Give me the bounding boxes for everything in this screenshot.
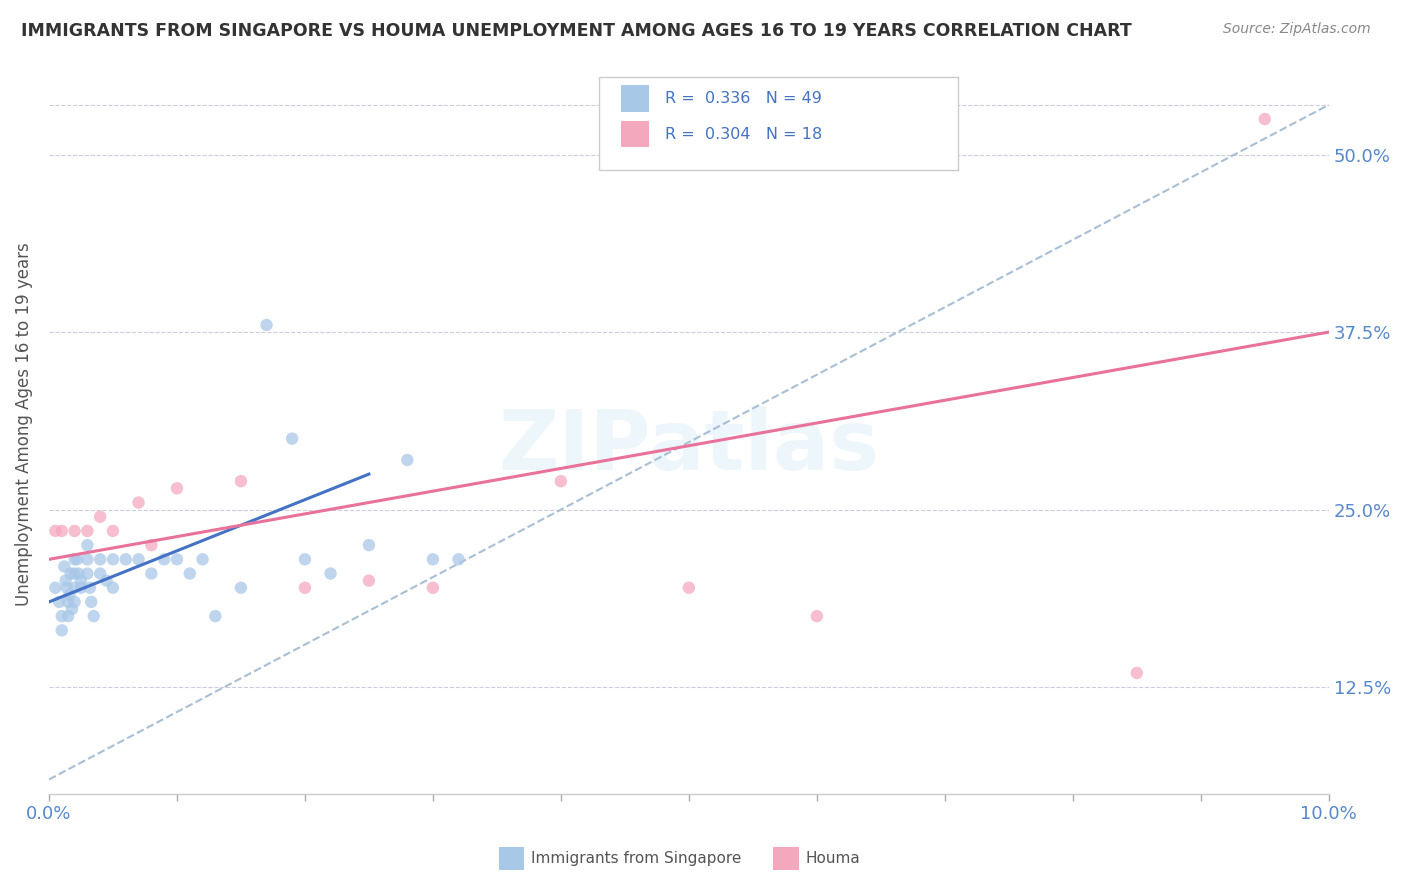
Point [396,453,419,467]
Point [447,552,470,566]
Point [76,552,98,566]
Point [76,538,98,552]
Point [101,552,124,566]
Point [256,318,278,332]
Point [56,581,79,595]
Point [60,602,83,616]
Point [51,609,73,624]
Point [422,552,444,566]
Point [51,524,73,538]
Point [128,552,150,566]
Point [70,581,93,595]
Point [55,574,77,588]
Point [63,566,86,581]
Point [53,559,76,574]
Text: R =  0.304   N = 18: R = 0.304 N = 18 [665,127,821,142]
Point [741,112,763,126]
Point [128,495,150,509]
Text: R =  0.336   N = 49: R = 0.336 N = 49 [665,91,821,106]
Text: Source: ZipAtlas.com: Source: ZipAtlas.com [1223,22,1371,37]
Text: IMMIGRANTS FROM SINGAPORE VS HOUMA UNEMPLOYMENT AMONG AGES 16 TO 19 YEARS CORREL: IMMIGRANTS FROM SINGAPORE VS HOUMA UNEMP… [21,22,1132,40]
Text: Houma: Houma [806,851,860,865]
Point [67,566,90,581]
Point [63,552,86,566]
Point [281,432,304,446]
FancyBboxPatch shape [621,86,650,112]
Point [678,581,700,595]
Point [422,581,444,595]
Point [56,609,79,624]
Text: Immigrants from Singapore: Immigrants from Singapore [531,851,742,865]
Point [66,552,89,566]
Point [58,588,80,602]
Point [357,538,380,552]
Point [51,624,73,638]
Point [191,552,214,566]
Point [76,566,98,581]
Point [89,566,111,581]
Point [89,552,111,566]
Point [44,581,66,595]
Point [229,581,252,595]
FancyBboxPatch shape [621,121,650,147]
Point [96,574,118,588]
Point [294,552,316,566]
Point [1254,112,1277,126]
Point [59,566,82,581]
Point [204,609,226,624]
Point [141,566,163,581]
Point [70,574,93,588]
Point [166,481,188,495]
Point [83,609,105,624]
Point [89,509,111,524]
Point [153,552,176,566]
Point [80,595,103,609]
Y-axis label: Unemployment Among Ages 16 to 19 years: Unemployment Among Ages 16 to 19 years [15,243,32,607]
Point [101,581,124,595]
Point [48,595,70,609]
Point [56,595,79,609]
Point [141,538,163,552]
Point [229,474,252,488]
Point [114,552,136,566]
Point [806,609,828,624]
FancyBboxPatch shape [599,78,957,169]
Point [294,581,316,595]
Point [63,581,86,595]
Point [44,524,66,538]
Point [101,524,124,538]
Point [319,566,342,581]
Point [179,566,201,581]
Point [1126,665,1149,680]
Point [63,524,86,538]
Text: ZIPatlas: ZIPatlas [498,406,879,487]
Point [357,574,380,588]
Point [63,595,86,609]
Point [166,552,188,566]
Point [550,474,572,488]
Point [76,524,98,538]
Point [79,581,101,595]
